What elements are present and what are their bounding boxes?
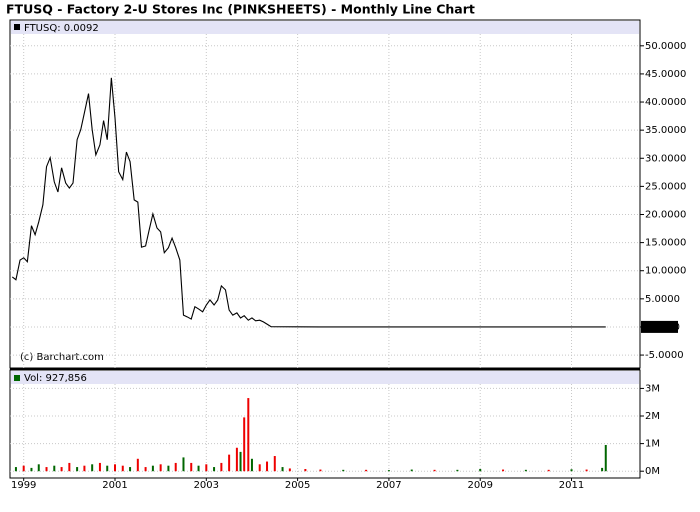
y-tick-label: 30.0000 (645, 153, 686, 164)
y-tick-label: 2M (645, 411, 660, 422)
volume-bar (570, 469, 573, 472)
volume-bar (266, 461, 269, 472)
legend-swatch (14, 24, 20, 30)
volume-bar (365, 469, 368, 472)
volume-bar (144, 467, 147, 472)
volume-bar (387, 470, 390, 472)
volume-bar (114, 464, 116, 472)
volume-bar (228, 454, 231, 472)
volume-bar (479, 468, 482, 472)
volume-bar (182, 457, 185, 472)
volume-bar (98, 462, 101, 472)
volume-bar (106, 465, 109, 472)
y-tick-label: 5.0000 (645, 294, 680, 305)
y-tick-label: 45.0000 (645, 69, 686, 80)
volume-bar (190, 462, 193, 472)
volume-bar (604, 444, 607, 472)
volume-bar (53, 465, 56, 472)
volume-bar (213, 467, 216, 472)
volume-bar (304, 468, 307, 472)
volume-bar (22, 465, 25, 472)
volume-bar (433, 469, 436, 472)
x-tick-label: 2003 (194, 480, 219, 491)
y-tick-label: 25.0000 (645, 181, 686, 192)
price-line (11, 77, 606, 328)
volume-bar (151, 465, 154, 472)
volume-bar (235, 447, 238, 472)
volume-bar (601, 467, 604, 472)
volume-bar (250, 458, 253, 472)
volume-bar (247, 398, 250, 472)
legend-label: FTUSQ: 0.0092 (24, 23, 99, 34)
volume-label: Vol: 927,856 (24, 373, 87, 384)
volume-swatch (14, 375, 20, 381)
price-panel (9, 19, 641, 369)
volume-bar (83, 465, 86, 472)
y-tick-label: 0M (645, 466, 660, 477)
x-tick-label: 1999 (11, 480, 36, 491)
volume-panel (9, 369, 641, 479)
volume-bar (342, 469, 345, 472)
x-tick-label: 2011 (559, 480, 584, 491)
x-tick-label: 2005 (285, 480, 310, 491)
volume-bar (281, 467, 284, 472)
y-tick-label: 20.0000 (645, 209, 686, 220)
last-value-label: 0.0092 (643, 322, 678, 333)
y-tick-label: -5.0000 (645, 350, 684, 361)
volume-bar (136, 458, 139, 472)
volume-bar (239, 451, 242, 472)
volume-bar (167, 465, 170, 472)
y-tick-label: 35.0000 (645, 125, 686, 136)
x-tick-label: 2009 (467, 480, 492, 491)
volume-bar (45, 467, 48, 472)
volume-bar (76, 467, 79, 472)
volume-bar (319, 469, 322, 472)
volume-bar (14, 467, 17, 472)
volume-bar (220, 462, 223, 472)
volume-bar (258, 464, 261, 472)
chart-title: FTUSQ - Factory 2-U Stores Inc (PINKSHEE… (6, 2, 475, 17)
y-tick-label: 40.0000 (645, 97, 686, 108)
last-value-box (641, 320, 678, 333)
volume-bar (524, 469, 527, 472)
price-header (11, 21, 639, 34)
volume-bar (159, 464, 162, 472)
volume-bar (243, 417, 246, 472)
y-tick-label: 1M (645, 439, 660, 450)
y-tick-label: 15.0000 (645, 238, 686, 249)
y-tick-label: 3M (645, 383, 660, 394)
volume-bar (37, 464, 40, 472)
volume-bar (30, 467, 33, 472)
volume-bar (547, 469, 550, 472)
watermark: (c) Barchart.com (20, 352, 104, 363)
volume-bar (273, 456, 276, 472)
volume-bar (68, 462, 71, 472)
x-tick-label: 2001 (102, 480, 127, 491)
volume-bar (410, 469, 413, 472)
volume-bar (502, 469, 505, 472)
volume-bar (585, 469, 588, 472)
volume-bar (121, 465, 124, 472)
volume-bar (60, 467, 63, 472)
volume-bar (129, 467, 132, 472)
x-tick-label: 2007 (376, 480, 401, 491)
volume-header (11, 371, 639, 384)
volume-bar (205, 464, 208, 472)
volume-bar (91, 464, 94, 472)
volume-bar (456, 469, 459, 472)
volume-bar (174, 462, 177, 472)
volume-bar (197, 465, 200, 472)
y-tick-label: 50.0000 (645, 41, 686, 52)
volume-bar (288, 468, 291, 472)
y-tick-label: 10.0000 (645, 266, 686, 277)
